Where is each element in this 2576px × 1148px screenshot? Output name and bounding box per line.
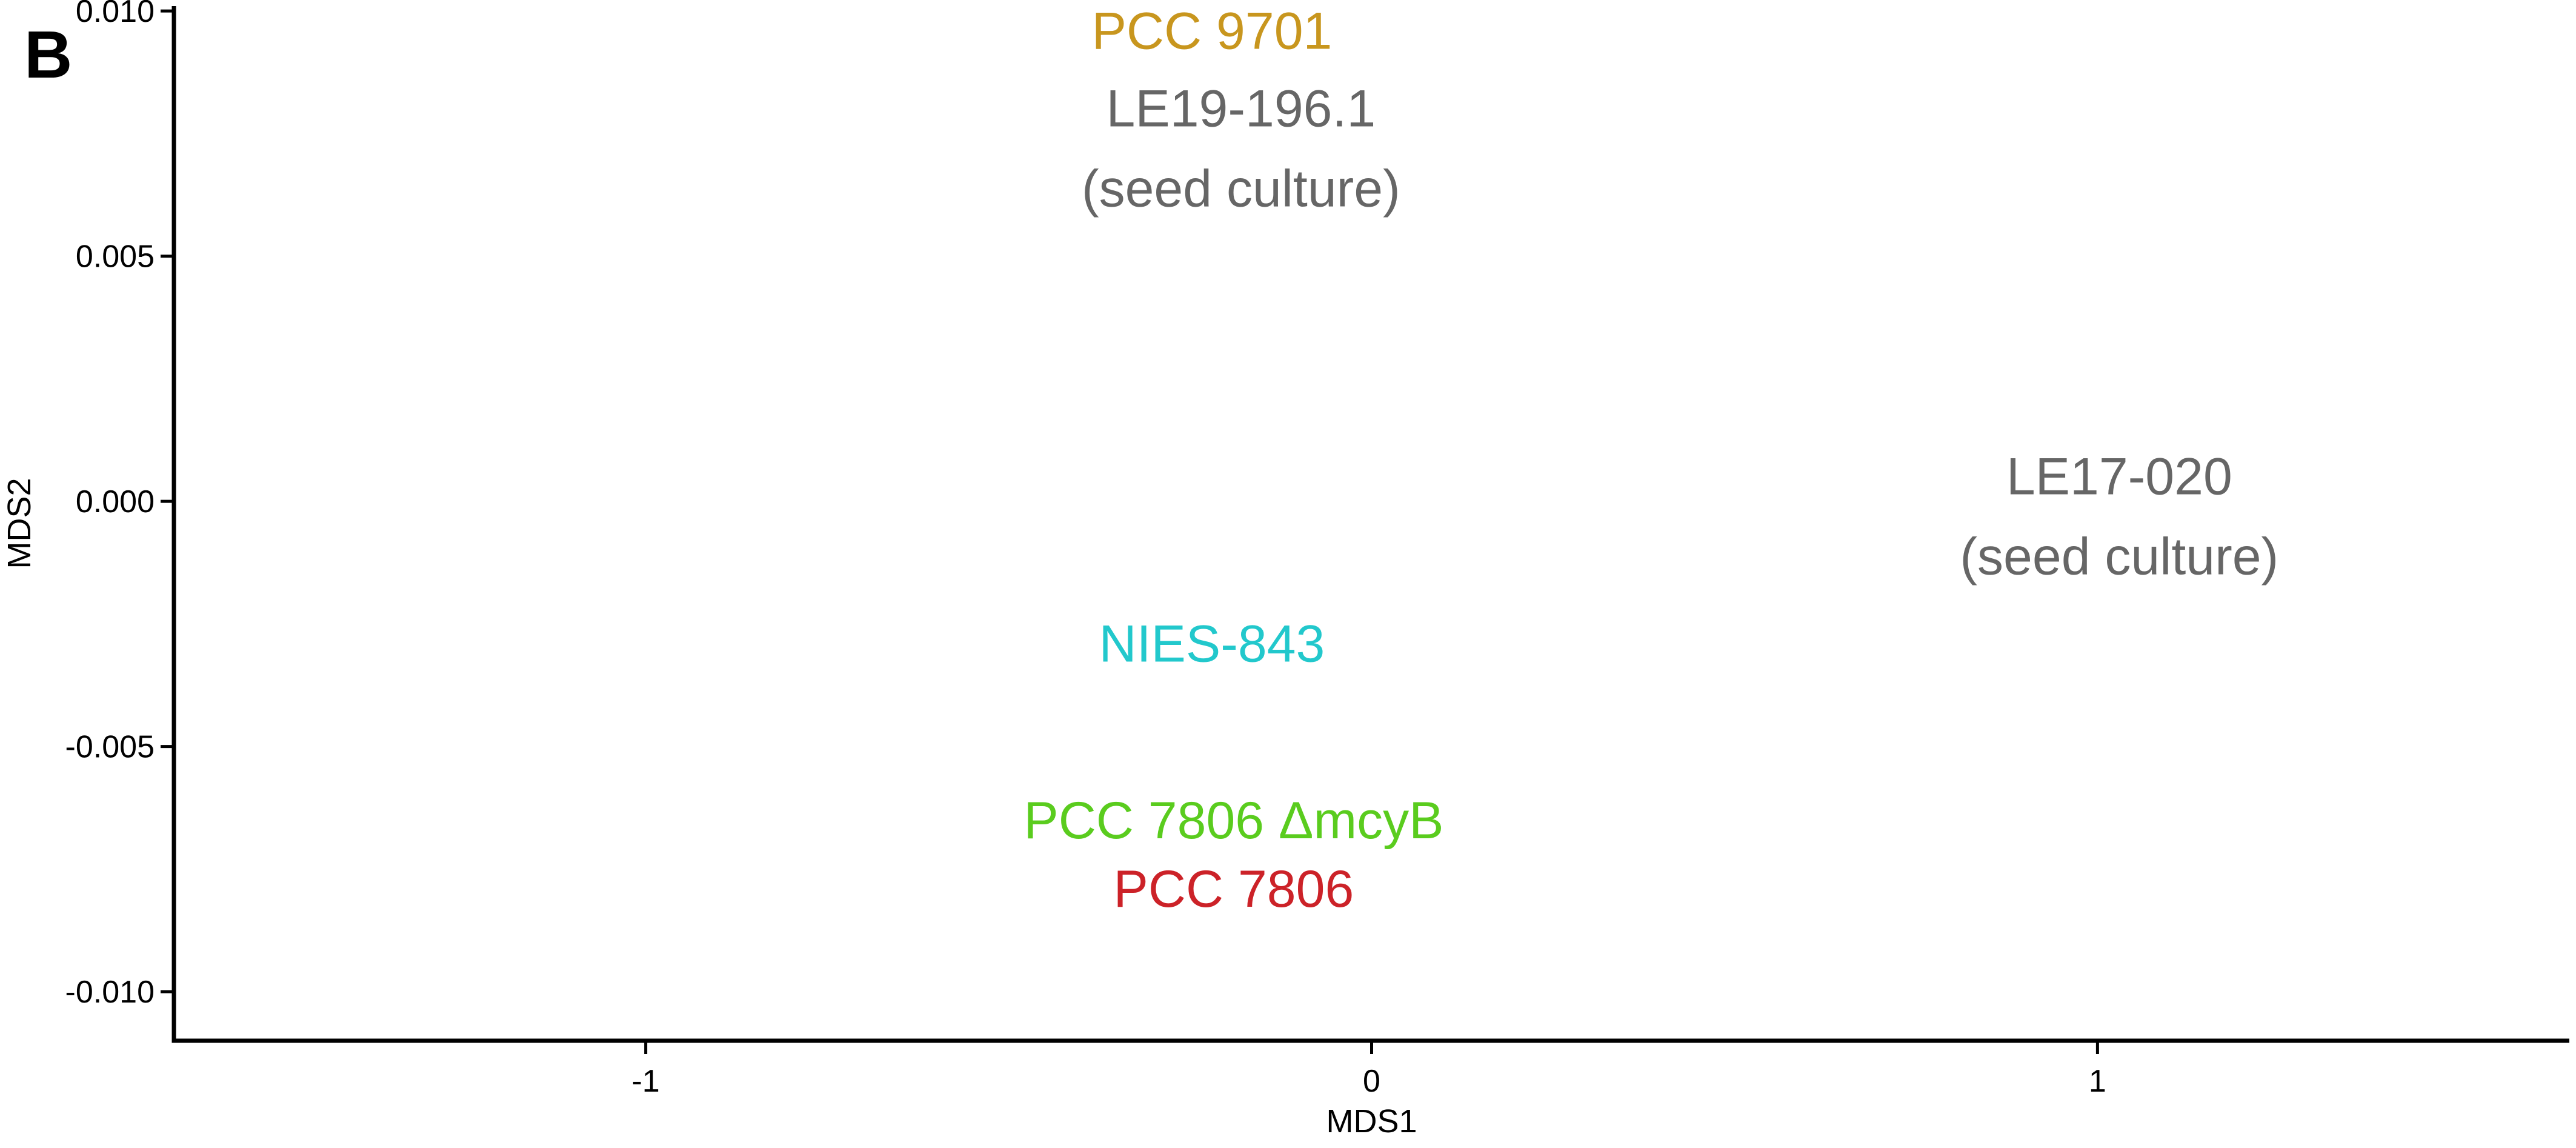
point-label: NIES-843 (1099, 615, 1325, 673)
x-axis-title: MDS1 (1326, 1103, 1417, 1140)
y-ticks: -0.010 -0.005 0.000 0.005 0.010 (65, 0, 174, 1010)
y-tick-label: 0.005 (76, 239, 155, 275)
x-tick-label: 0 (1363, 1064, 1380, 1099)
y-tick-label: -0.005 (65, 730, 155, 765)
x-ticks: -1 0 1 (631, 1041, 2106, 1099)
point-label: LE19-196.1 (1107, 80, 1376, 138)
y-axis-title: MDS2 (1, 478, 38, 569)
point-label: LE17-020 (2006, 447, 2232, 506)
x-tick-label: -1 (631, 1064, 659, 1099)
y-tick-label: -0.010 (65, 975, 155, 1010)
point-label: PCC 7806 ΔmcyB (1023, 792, 1443, 850)
point-label-group: NIES-843 (1099, 615, 1325, 673)
point-label-group: PCC 7806 ΔmcyB (1023, 792, 1443, 850)
y-tick-label: 0.010 (76, 0, 155, 29)
x-tick-label: 1 (2089, 1064, 2106, 1099)
point-label: (seed culture) (1960, 527, 2278, 586)
point-label: PCC 7806 (1114, 860, 1354, 918)
point-label: (seed culture) (1082, 160, 1400, 218)
point-label-group: PCC 9701 (1092, 2, 1333, 60)
y-tick-label: 0.000 (76, 484, 155, 519)
point-label-group: LE17-020 (seed culture) (1960, 447, 2278, 586)
point-label-group: LE19-196.1 (seed culture) (1082, 80, 1400, 218)
point-label: PCC 9701 (1092, 2, 1333, 60)
point-label-group: PCC 7806 (1114, 860, 1354, 918)
panel-letter: B (24, 18, 72, 92)
